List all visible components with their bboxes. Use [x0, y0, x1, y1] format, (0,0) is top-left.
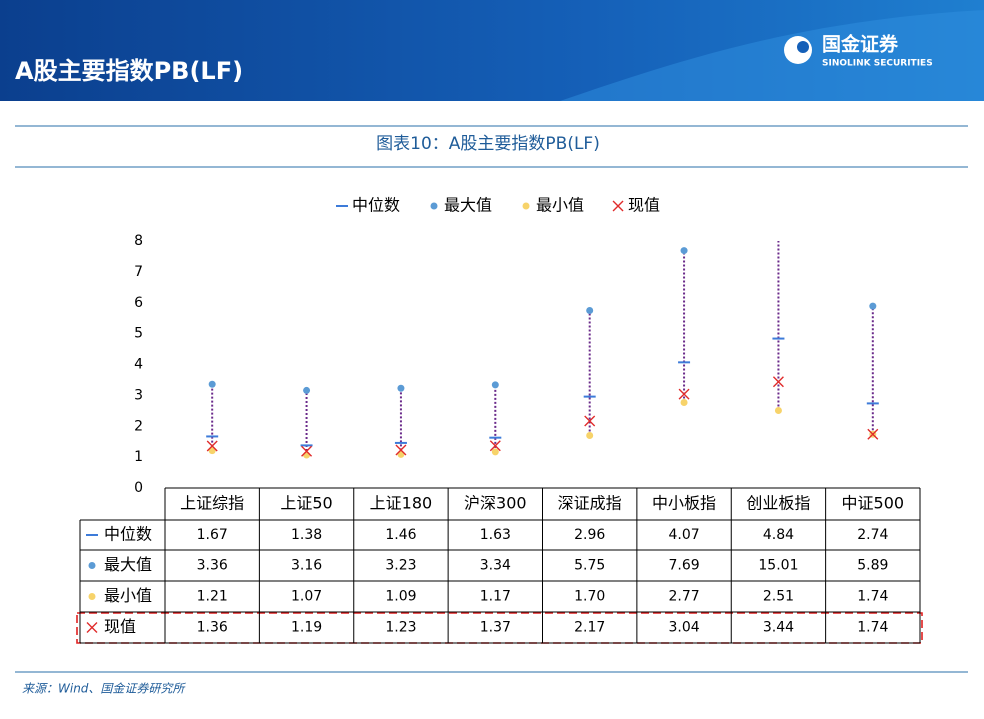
y-tick-label: 8 — [134, 233, 143, 249]
row-label: 最小值 — [104, 586, 152, 605]
table-value: 1.38 — [291, 527, 322, 543]
category-label: 创业板指 — [746, 494, 810, 513]
point-2 — [586, 432, 594, 440]
table-value: 5.75 — [574, 558, 605, 574]
table-value: 1.19 — [291, 620, 322, 636]
y-tick-label: 1 — [134, 449, 143, 465]
table-value: 4.84 — [763, 527, 794, 543]
point-3 — [301, 445, 313, 457]
table-value: 1.23 — [385, 620, 416, 636]
category-label: 上证50 — [280, 494, 332, 513]
category-label: 中小板指 — [652, 494, 716, 513]
header-wave — [560, 10, 984, 101]
table-value: 3.23 — [385, 558, 416, 574]
y-tick-label: 2 — [134, 418, 143, 434]
source: 来源：Wind、国金证券研究所 — [22, 682, 186, 696]
table-value: 2.77 — [668, 589, 699, 605]
point-1 — [586, 306, 594, 314]
legend-label: 中位数 — [352, 196, 400, 215]
y-tick-label: 0 — [134, 480, 143, 496]
row-label: 中位数 — [104, 525, 152, 544]
point-1 — [208, 380, 216, 388]
table-value: 1.36 — [197, 620, 228, 636]
table-value: 1.07 — [291, 589, 322, 605]
legend-marker — [522, 202, 530, 210]
legend-label: 现值 — [628, 196, 660, 215]
point-1 — [869, 302, 877, 310]
chart-title: 图表10：A股主要指数PB(LF) — [376, 134, 600, 154]
table-value: 1.09 — [385, 589, 416, 605]
table-value: 3.44 — [763, 620, 794, 636]
table-value: 7.69 — [668, 558, 699, 574]
y-tick-label: 5 — [134, 326, 143, 342]
legend-marker — [612, 200, 624, 212]
table-value: 2.17 — [574, 620, 605, 636]
table-value: 1.74 — [857, 589, 888, 605]
point-1 — [303, 386, 311, 394]
row-label: 现值 — [104, 617, 136, 636]
point-3 — [584, 415, 596, 427]
table-value: 2.74 — [857, 527, 888, 543]
plot-area — [206, 241, 879, 459]
category-label: 上证综指 — [180, 494, 244, 513]
table-value: 1.37 — [480, 620, 511, 636]
table-legend-marker — [88, 593, 96, 600]
logo-icon-inner — [797, 41, 809, 53]
y-tick-label: 4 — [134, 357, 143, 373]
point-3 — [206, 440, 218, 452]
category-label: 沪深300 — [464, 494, 527, 513]
table-value: 1.63 — [480, 527, 511, 543]
point-1 — [680, 247, 688, 255]
table-legend-marker — [86, 622, 98, 633]
table-value: 2.51 — [763, 589, 794, 605]
table-value: 4.07 — [668, 527, 699, 543]
legend-marker — [430, 202, 438, 210]
row-label: 最大值 — [104, 555, 152, 574]
table-legend-marker — [88, 562, 96, 569]
table-value: 1.17 — [480, 589, 511, 605]
table-value: 3.04 — [668, 620, 699, 636]
table-value: 1.67 — [197, 527, 228, 543]
point-2 — [208, 447, 216, 455]
table-value: 3.16 — [291, 558, 322, 574]
point-2 — [303, 451, 311, 459]
category-label: 上证180 — [370, 494, 433, 513]
table-value: 1.70 — [574, 589, 605, 605]
table-value: 5.89 — [857, 558, 888, 574]
y-tick-label: 6 — [134, 295, 143, 311]
table-value: 15.01 — [758, 558, 798, 574]
point-3 — [489, 440, 501, 452]
table-value: 2.96 — [574, 527, 605, 543]
point-2 — [680, 398, 688, 406]
legend-label: 最大值 — [444, 196, 492, 215]
point-2 — [774, 407, 782, 415]
table-value: 1.21 — [197, 589, 228, 605]
point-1 — [397, 384, 405, 392]
point-3 — [678, 388, 690, 400]
category-label: 深证成指 — [558, 494, 622, 513]
page-title: A股主要指数PB(LF) — [15, 57, 243, 85]
y-tick-label: 3 — [134, 387, 143, 403]
table-value: 1.74 — [857, 620, 888, 636]
table-value: 3.36 — [197, 558, 228, 574]
table-value: 3.34 — [480, 558, 511, 574]
legend-label: 最小值 — [536, 196, 584, 215]
point-3 — [395, 444, 407, 456]
logo-cn: 国金证券 — [822, 33, 899, 56]
point-3 — [772, 376, 784, 388]
point-1 — [491, 381, 499, 389]
logo-en: SINOLINK SECURITIES — [822, 59, 933, 69]
point-2 — [491, 448, 499, 456]
table-value: 1.46 — [385, 527, 416, 543]
y-tick-label: 7 — [134, 264, 143, 280]
point-3 — [867, 428, 879, 440]
category-label: 中证500 — [842, 494, 905, 513]
